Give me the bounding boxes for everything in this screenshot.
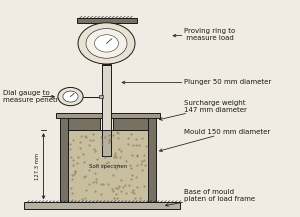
Bar	[102, 64, 111, 65]
Bar	[102, 65, 111, 156]
Circle shape	[86, 29, 127, 58]
Text: Proving ring to
 measure load: Proving ring to measure load	[173, 28, 236, 41]
Text: 127.3 mm: 127.3 mm	[34, 153, 40, 180]
Circle shape	[78, 23, 135, 64]
Circle shape	[58, 87, 83, 106]
Bar	[76, 18, 136, 23]
Bar	[24, 202, 180, 209]
Circle shape	[94, 35, 118, 52]
Bar	[102, 130, 111, 156]
Bar	[100, 118, 113, 130]
Bar	[68, 130, 148, 202]
Bar	[99, 95, 103, 98]
Bar	[68, 118, 148, 130]
Text: Soil specimen: Soil specimen	[89, 164, 127, 169]
Bar	[56, 113, 160, 118]
Circle shape	[63, 91, 78, 102]
Bar	[60, 117, 68, 202]
Text: Mould 150 mm diameter: Mould 150 mm diameter	[160, 129, 271, 151]
Text: Base of mould
platen of load frame: Base of mould platen of load frame	[166, 189, 256, 206]
Bar	[148, 117, 156, 202]
Text: Plunger 50 mm diameter: Plunger 50 mm diameter	[122, 79, 272, 85]
Text: Surcharge weight
147 mm diameter: Surcharge weight 147 mm diameter	[160, 100, 248, 120]
Text: Dial gauge to
measure penetration: Dial gauge to measure penetration	[3, 90, 76, 103]
